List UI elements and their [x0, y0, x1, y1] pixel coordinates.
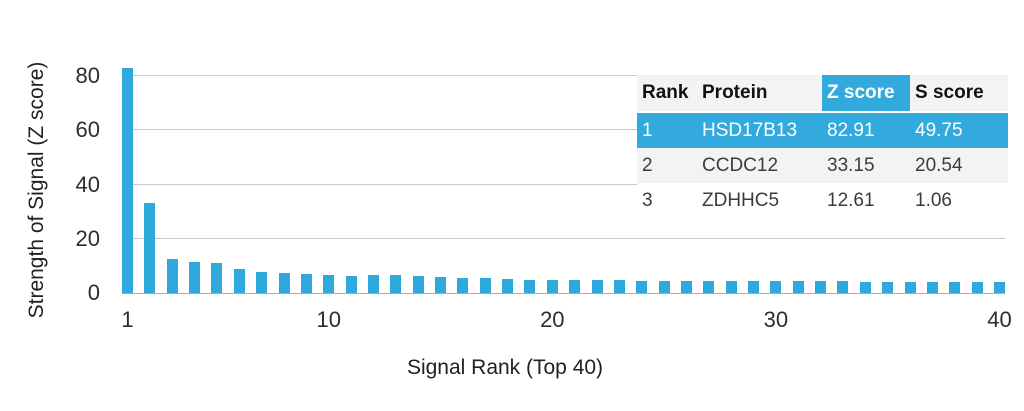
y-tick-label-0: 0 [87, 280, 100, 305]
table-header-s-score: S score [915, 82, 984, 103]
bar-rank-25 [658, 281, 670, 293]
protein-cell: CCDC12 [702, 155, 779, 176]
bar-rank-33 [837, 281, 849, 293]
y-tick-label-60: 60 [75, 117, 100, 143]
plot-area: 0 20 40 60 80 1 10 20 30 40 [76, 60, 1012, 332]
bar-rank-12 [367, 275, 379, 293]
bar-rank-28 [725, 281, 737, 293]
s-score-cell: 20.54 [915, 155, 963, 176]
bar-rank-27 [703, 281, 715, 293]
bar-rank-29 [748, 281, 760, 293]
bar-rank-15 [435, 277, 447, 293]
table-header-protein: Protein [702, 82, 768, 103]
gridline-80 [122, 75, 1005, 77]
bar-rank-22 [591, 280, 603, 293]
protein-cell: HSD17B13 [702, 120, 798, 141]
bar-rank-36 [904, 282, 916, 293]
y-tick-label-80: 80 [75, 63, 100, 89]
table-header-row: Rank Protein Z score S score [637, 75, 1008, 111]
bar-rank-24 [636, 281, 648, 293]
x-axis-line [122, 293, 1005, 294]
bar-rank-38 [949, 282, 961, 293]
bar-rank-17 [479, 278, 491, 293]
bar-rank-19 [524, 280, 536, 293]
table-row-2: 2 CCDC12 33.15 20.54 [637, 148, 1008, 183]
rank-cell: 1 [642, 120, 653, 141]
z-score-cell: 82.91 [827, 120, 875, 141]
bar-rank-6 [233, 269, 245, 293]
z-score-cell: 33.15 [827, 155, 875, 176]
y-tick-label-40: 40 [75, 171, 100, 197]
bar-rank-8 [278, 273, 290, 293]
bar-rank-40 [994, 282, 1005, 293]
x-axis-title: Signal Rank (Top 40) [406, 356, 604, 379]
bar-rank-9 [300, 274, 312, 293]
bar-rank-39 [971, 282, 983, 293]
bar-rank-21 [569, 280, 581, 293]
bar-rank-11 [345, 276, 357, 293]
x-tick-label-30: 30 [763, 307, 789, 332]
bar-rank-32 [815, 281, 827, 293]
bar-rank-37 [926, 282, 938, 293]
bar-rank-35 [882, 282, 894, 293]
bar-rank-4 [189, 262, 201, 293]
protein-cell: ZDHHC5 [702, 190, 780, 211]
bar-rank-20 [546, 280, 558, 293]
top-proteins-table: Rank Protein Z score S score 1 HSD17B13 … [637, 75, 1008, 218]
table-row-1: 1 HSD17B13 82.91 49.75 [637, 113, 1008, 148]
x-tick-label-40: 40 [987, 307, 1012, 332]
table-row-3: 3 ZDHHC5 12.61 1.06 [637, 183, 1008, 218]
table-header-z-score: Z score [822, 75, 910, 111]
rank-cell: 3 [642, 190, 653, 211]
bar-rank-3 [166, 259, 178, 293]
bar-rank-34 [859, 282, 871, 293]
s-score-cell: 1.06 [915, 190, 952, 211]
bar-rank-23 [613, 280, 625, 293]
bar-rank-1 [122, 68, 133, 293]
bar-rank-14 [412, 276, 424, 293]
bar-rank-7 [256, 272, 268, 293]
bar-rank-2 [144, 203, 156, 293]
x-tick-label-20: 20 [540, 307, 565, 332]
s-score-cell: 49.75 [915, 120, 963, 141]
gridline-40 [122, 183, 1005, 185]
bar-rank-31 [792, 281, 804, 293]
bar-rank-30 [770, 281, 782, 293]
x-tick-label-1: 1 [121, 307, 134, 332]
gridline-60 [122, 129, 1005, 131]
table-header-rank: Rank [642, 82, 689, 103]
gridline-20 [122, 237, 1005, 239]
z-score-cell: 12.61 [827, 190, 875, 211]
bar-rank-26 [680, 281, 692, 293]
bar-rank-18 [502, 279, 514, 293]
x-tick-label-10: 10 [316, 307, 341, 332]
rank-cell: 2 [642, 155, 653, 176]
bar-rank-5 [211, 263, 223, 293]
bar-rank-16 [457, 278, 469, 293]
bar-rank-13 [390, 275, 402, 293]
bar-rank-10 [323, 275, 335, 293]
y-tick-label-20: 20 [75, 225, 100, 251]
